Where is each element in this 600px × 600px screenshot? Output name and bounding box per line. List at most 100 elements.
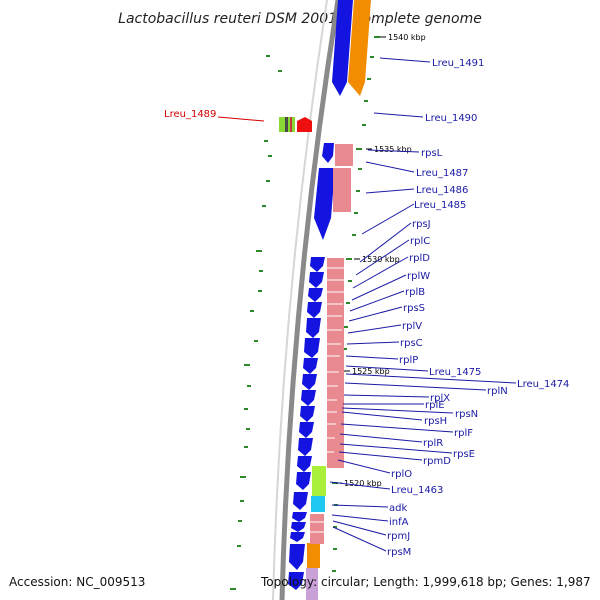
gene-label[interactable]: rpsS bbox=[403, 303, 425, 314]
map-title: Lactobacillus reuteri DSM 20016, complet… bbox=[118, 11, 482, 27]
scale-tick bbox=[264, 140, 268, 142]
gene-label[interactable]: rpsN bbox=[455, 409, 478, 420]
reverse-cds[interactable] bbox=[322, 143, 334, 163]
reverse-cds[interactable] bbox=[299, 422, 314, 438]
gene-label[interactable]: rplP bbox=[399, 355, 418, 366]
gene-label[interactable]: rplW bbox=[407, 271, 430, 282]
gene-label[interactable]: adk bbox=[389, 503, 407, 514]
reverse-cds[interactable] bbox=[296, 472, 311, 490]
scale-tick bbox=[362, 124, 366, 126]
scale-tick bbox=[262, 205, 266, 207]
reverse-cds[interactable] bbox=[297, 456, 312, 472]
gene-label[interactable]: rplV bbox=[402, 321, 422, 332]
backbone-shadow bbox=[272, 0, 328, 600]
reverse-cds[interactable] bbox=[302, 374, 317, 390]
reverse-cds[interactable] bbox=[293, 492, 308, 510]
reverse-cds[interactable] bbox=[298, 438, 313, 456]
reverse-cds[interactable] bbox=[306, 318, 321, 338]
gene-label[interactable]: rplO bbox=[391, 469, 412, 480]
kbp-label: 1540 kbp bbox=[388, 33, 426, 42]
reverse-cds[interactable] bbox=[304, 338, 320, 358]
gene-label[interactable]: rpsH bbox=[424, 416, 447, 427]
reverse-cds[interactable] bbox=[307, 302, 322, 318]
highlighted-gene-label[interactable]: Lreu_1489 bbox=[164, 109, 216, 120]
genome-backbone bbox=[279, 0, 341, 600]
gene-label[interactable]: Lreu_1485 bbox=[414, 200, 466, 211]
scale-tick bbox=[247, 385, 251, 387]
scale-tick bbox=[348, 280, 352, 282]
gene-label[interactable]: Lreu_1463 bbox=[391, 485, 443, 496]
scale-tick bbox=[356, 148, 362, 150]
highlight-gene-stripe bbox=[290, 117, 292, 132]
reverse-cds[interactable] bbox=[309, 272, 324, 288]
reverse-cds[interactable] bbox=[303, 358, 318, 374]
outer-scale-ticks bbox=[230, 55, 282, 590]
gene-label[interactable]: infA bbox=[389, 517, 409, 528]
gene-label[interactable]: rplB bbox=[405, 287, 425, 298]
gene-label[interactable]: rplN bbox=[487, 386, 508, 397]
scale-tick bbox=[254, 340, 258, 342]
highlighted-feature[interactable] bbox=[279, 117, 312, 132]
gene-segment[interactable] bbox=[310, 514, 324, 544]
reverse-cds[interactable] bbox=[308, 288, 323, 302]
scale-tick bbox=[246, 428, 250, 430]
gene-label[interactable]: rplC bbox=[410, 236, 430, 247]
gene-segment[interactable] bbox=[311, 496, 325, 512]
reverse-cds[interactable] bbox=[290, 532, 305, 542]
reverse-cds[interactable] bbox=[291, 522, 306, 532]
gene-segment[interactable] bbox=[333, 168, 351, 212]
gene-label[interactable]: rplD bbox=[409, 253, 430, 264]
highlight-gene-arrow[interactable] bbox=[297, 117, 312, 132]
scale-tick bbox=[238, 520, 242, 522]
reverse-cds[interactable] bbox=[288, 572, 304, 590]
highlight-gene-stripe bbox=[285, 117, 288, 132]
gene-label[interactable]: rpmJ bbox=[387, 531, 410, 542]
gene-label[interactable]: Lreu_1491 bbox=[432, 58, 484, 69]
gene-segment[interactable] bbox=[312, 466, 326, 496]
gene-label[interactable]: Lreu_1474 bbox=[517, 379, 569, 390]
reverse-cds[interactable] bbox=[292, 512, 307, 522]
gene-label[interactable]: rplF bbox=[454, 428, 473, 439]
scale-tick bbox=[352, 234, 356, 236]
gene-label[interactable]: rplR bbox=[423, 438, 443, 449]
gene-label[interactable]: Lreu_1487 bbox=[416, 168, 468, 179]
reverse-cds[interactable] bbox=[310, 257, 325, 272]
gene-label[interactable]: rplX bbox=[430, 393, 450, 404]
kbp-label: 1535 kbp bbox=[374, 145, 412, 154]
scale-tick bbox=[266, 55, 270, 57]
label-leader-lines bbox=[329, 57, 517, 552]
accession-text: Accession: NC_009513 bbox=[9, 575, 145, 589]
scale-tick bbox=[332, 570, 336, 572]
gene-label[interactable]: rpsL bbox=[421, 148, 443, 159]
forward-strand-features bbox=[306, 0, 371, 600]
gene-label[interactable]: Lreu_1475 bbox=[429, 367, 481, 378]
forward-cds[interactable] bbox=[306, 568, 318, 600]
scale-tick bbox=[344, 326, 348, 328]
forward-cds[interactable] bbox=[307, 543, 320, 568]
reverse-cds[interactable] bbox=[289, 544, 305, 570]
reverse-cds[interactable] bbox=[332, 0, 353, 96]
gene-label[interactable]: rpsC bbox=[400, 338, 423, 349]
gene-label[interactable]: rpsJ bbox=[412, 219, 431, 230]
topology-text: Topology: circular; Length: 1,999,618 bp… bbox=[260, 575, 591, 589]
gene-segment[interactable] bbox=[335, 144, 353, 166]
scale-tick bbox=[346, 302, 350, 304]
scale-tick bbox=[367, 78, 371, 80]
scale-tick bbox=[364, 100, 368, 102]
gene-label[interactable]: rplE bbox=[425, 400, 445, 411]
gene-label[interactable]: rpsE bbox=[453, 449, 475, 460]
reverse-cds[interactable] bbox=[300, 406, 315, 422]
reverse-cds[interactable] bbox=[301, 390, 316, 406]
reverse-strand-features bbox=[288, 0, 353, 590]
gene-segment-dividers bbox=[310, 267, 344, 533]
gene-label[interactable]: Lreu_1490 bbox=[425, 113, 477, 124]
forward-cds[interactable] bbox=[348, 0, 371, 96]
gene-segment[interactable] bbox=[327, 258, 344, 468]
reverse-cds[interactable] bbox=[314, 168, 335, 240]
gene-label[interactable]: rpsM bbox=[387, 547, 411, 558]
scale-tick bbox=[358, 168, 362, 170]
gene-label[interactable]: rpmD bbox=[423, 456, 451, 467]
gene-label[interactable]: Lreu_1486 bbox=[416, 185, 468, 196]
scale-tick bbox=[333, 526, 337, 528]
